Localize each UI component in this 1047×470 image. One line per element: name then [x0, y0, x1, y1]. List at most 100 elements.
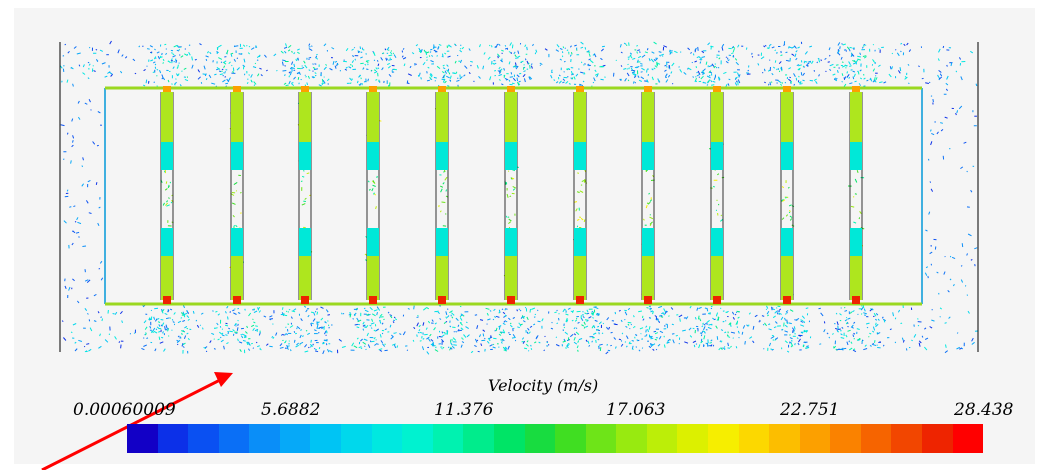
velocity-vector — [775, 337, 779, 340]
velocity-vector — [114, 311, 118, 315]
velocity-vector — [852, 196, 855, 198]
velocity-vector — [506, 193, 509, 198]
velocity-vector — [487, 56, 491, 60]
velocity-vector — [723, 71, 727, 75]
velocity-vector — [96, 144, 99, 147]
velocity-vector — [378, 79, 380, 82]
velocity-vector — [143, 68, 146, 72]
velocity-vector — [513, 51, 516, 55]
velocity-vector — [554, 311, 557, 314]
velocity-vector — [305, 309, 308, 313]
velocity-vector — [848, 76, 851, 79]
colorbar-swatch — [432, 424, 464, 453]
velocity-vector — [949, 278, 952, 281]
velocity-vector — [237, 338, 239, 342]
velocity-vector — [323, 43, 327, 47]
velocity-vector — [144, 334, 146, 336]
velocity-vector — [165, 52, 168, 56]
velocity-vector — [768, 328, 772, 331]
velocity-vector — [818, 307, 821, 310]
velocity-vector — [99, 260, 103, 264]
velocity-vector — [504, 44, 507, 47]
velocity-vector — [848, 347, 853, 351]
colorbar-swatch — [677, 424, 708, 453]
velocity-vector — [323, 76, 325, 78]
velocity-vector — [186, 327, 189, 330]
velocity-vector — [373, 309, 378, 312]
velocity-vector — [203, 346, 207, 350]
velocity-vector — [573, 337, 576, 341]
velocity-vector — [434, 50, 437, 53]
velocity-vector — [834, 79, 838, 82]
velocity-vector — [375, 339, 377, 341]
velocity-vector — [664, 64, 667, 67]
velocity-vector — [114, 336, 117, 340]
velocity-vector — [936, 131, 939, 135]
velocity-vector — [427, 338, 431, 342]
velocity-vector — [216, 66, 221, 70]
velocity-vector — [625, 335, 629, 340]
velocity-vector — [602, 322, 605, 325]
velocity-vector — [240, 333, 243, 336]
velocity-vector — [841, 61, 844, 64]
velocity-vector — [244, 334, 246, 339]
velocity-vector — [815, 80, 818, 84]
velocity-vector — [723, 346, 726, 348]
velocity-vector — [77, 221, 82, 225]
velocity-vector — [177, 320, 182, 324]
velocity-vector — [721, 46, 724, 51]
velocity-vector — [562, 81, 565, 84]
velocity-vector — [313, 68, 319, 71]
velocity-vector — [296, 326, 301, 330]
velocity-vector — [654, 58, 658, 62]
velocity-vector — [633, 75, 637, 79]
velocity-vector — [433, 76, 437, 79]
velocity-vector — [528, 76, 531, 81]
velocity-vector — [85, 200, 89, 204]
velocity-vector — [161, 336, 164, 339]
velocity-vector — [279, 343, 283, 347]
velocity-vector — [362, 321, 365, 325]
velocity-vector — [443, 331, 446, 334]
velocity-vector — [850, 341, 853, 344]
velocity-vector — [795, 50, 798, 53]
velocity-vector — [774, 49, 777, 52]
velocity-vector — [323, 330, 327, 335]
blade-hotspot — [852, 296, 860, 304]
velocity-vector — [367, 344, 371, 349]
velocity-vector — [507, 216, 510, 218]
velocity-vector — [88, 348, 92, 352]
colorbar-swatch — [860, 424, 892, 453]
velocity-vector — [726, 334, 729, 337]
velocity-vector — [154, 348, 157, 352]
velocity-vector — [93, 293, 97, 297]
velocity-vector — [703, 323, 706, 326]
velocity-vector — [566, 319, 569, 323]
velocity-vector — [307, 314, 310, 318]
velocity-vector — [515, 65, 519, 70]
velocity-vector — [837, 52, 841, 56]
velocity-vector — [627, 58, 630, 60]
velocity-vector — [802, 79, 805, 82]
velocity-vector — [789, 309, 794, 312]
velocity-vector — [580, 41, 584, 45]
velocity-vector — [511, 44, 514, 49]
velocity-vector — [100, 277, 104, 281]
velocity-vector — [329, 67, 333, 71]
velocity-vector — [392, 52, 395, 55]
velocity-vector — [446, 75, 450, 79]
velocity-vector — [516, 77, 519, 82]
velocity-vector — [88, 63, 91, 66]
velocity-vector — [446, 64, 449, 67]
velocity-vector — [224, 324, 229, 327]
velocity-vector — [875, 313, 879, 316]
velocity-vector — [205, 55, 209, 58]
velocity-vector — [151, 330, 155, 333]
velocity-vector — [213, 348, 216, 350]
legend-tick-label: 11.376 — [434, 400, 494, 420]
velocity-vector — [367, 78, 369, 82]
velocity-vector — [642, 318, 645, 321]
velocity-vector — [970, 50, 974, 54]
velocity-vector — [434, 80, 436, 82]
